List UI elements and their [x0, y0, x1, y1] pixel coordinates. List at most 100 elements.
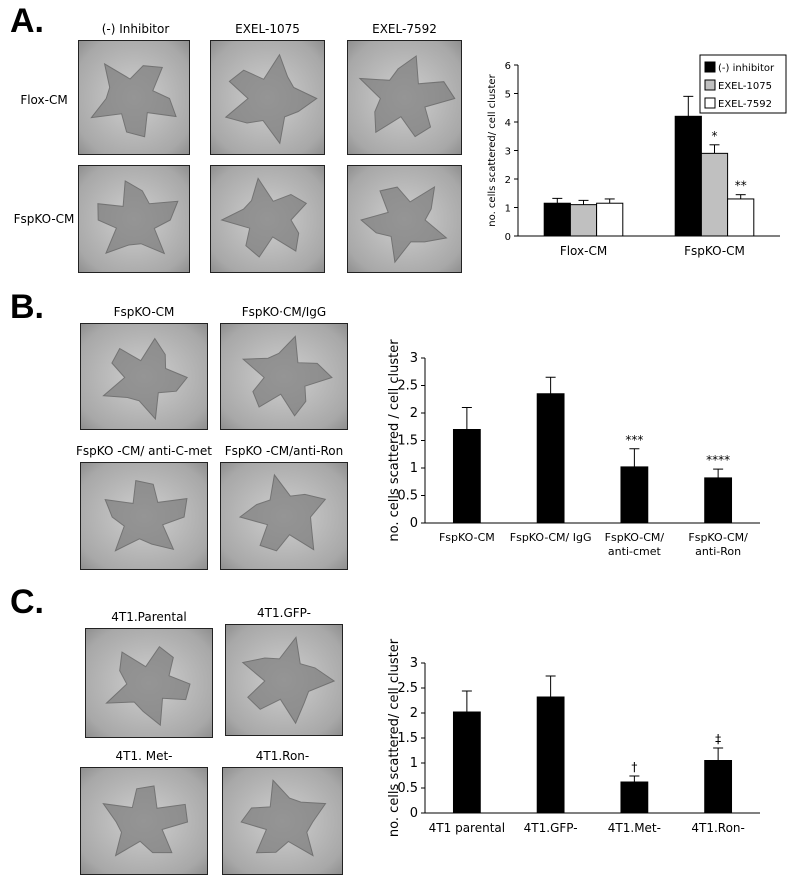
cell-cluster	[241, 636, 336, 725]
bar	[704, 760, 733, 814]
image-label: 4T1.GFP-	[257, 606, 311, 620]
column-label: EXEL-7592	[372, 22, 437, 36]
legend-label: EXEL-1075	[718, 81, 772, 92]
cell-cluster	[102, 785, 189, 857]
significance-marker: †	[631, 760, 637, 774]
legend-swatch	[704, 97, 716, 109]
y-tick-label: 0.5	[397, 489, 418, 504]
cell-cluster	[238, 473, 327, 552]
y-tick-label: 0	[410, 516, 418, 531]
x-tick-label: FspKO-CM/ anti-Ron	[688, 531, 748, 558]
y-tick-label: 0	[410, 806, 418, 821]
cell-cluster	[105, 645, 191, 727]
y-tick-label: 2.5	[397, 379, 418, 394]
image-label: 4T1. Met-	[115, 749, 173, 763]
row-label: Flox-CM	[20, 93, 68, 107]
y-tick-label: 2	[505, 175, 511, 186]
y-tick-label: 4	[505, 118, 511, 129]
y-tick-label: 3	[505, 147, 511, 158]
micrograph	[78, 40, 190, 155]
y-axis-label: no. cells scattered/ cell cluster	[487, 73, 498, 226]
x-tick-label: FspKO-CM	[438, 531, 495, 544]
y-tick-label: 2.5	[397, 681, 418, 696]
cell-cluster	[97, 180, 179, 255]
legend-swatch	[704, 79, 716, 91]
bar	[536, 393, 565, 524]
x-tick-label: 4T1 parental	[428, 821, 506, 835]
significance-marker: ‡	[715, 732, 721, 746]
panel-letter: A.	[10, 2, 44, 40]
cell-cluster	[241, 335, 333, 417]
bar	[704, 477, 733, 524]
column-label: (-) Inhibitor	[101, 22, 170, 36]
bar	[569, 204, 598, 237]
panel-letter: B.	[10, 288, 44, 326]
y-tick-label: 6	[505, 61, 511, 72]
cell-cluster	[358, 55, 456, 138]
image-label: 4T1.Ron-	[255, 749, 310, 763]
y-tick-label: 1	[505, 204, 511, 215]
significance-marker: ****	[706, 453, 730, 467]
significance-marker: *	[712, 129, 718, 143]
panel-letter: C.	[10, 583, 44, 621]
y-tick-label: 3	[410, 351, 418, 366]
bar	[596, 202, 624, 237]
micrograph	[347, 40, 462, 155]
bar	[674, 115, 702, 237]
micrograph	[210, 165, 325, 273]
micrograph	[80, 462, 208, 570]
bar	[700, 152, 729, 237]
micrograph	[80, 767, 208, 875]
x-tick-label: FspKO-CM/ IgG	[509, 531, 592, 544]
significance-marker: **	[735, 179, 747, 193]
y-tick-label: 0	[505, 232, 511, 243]
bar	[543, 202, 571, 237]
micrograph	[222, 767, 343, 875]
y-tick-label: 1	[410, 461, 418, 476]
x-tick-label: 4T1.Met-	[607, 821, 661, 835]
micrograph	[78, 165, 190, 273]
cell-cluster	[240, 779, 327, 857]
micrograph	[80, 323, 208, 430]
x-tick-label: Flox-CM	[559, 244, 608, 258]
micrograph	[225, 624, 343, 736]
image-label: 4T1.Parental	[111, 610, 187, 624]
bar	[620, 466, 649, 524]
legend-swatch	[704, 61, 716, 73]
micrograph	[347, 165, 462, 273]
legend-label: (-) inhibitor	[718, 63, 775, 74]
y-tick-label: 3	[410, 656, 418, 671]
y-tick-label: 1.5	[397, 434, 418, 449]
legend-label: EXEL-7592	[718, 99, 772, 110]
cell-cluster	[104, 479, 188, 552]
x-tick-label: FspKO-CM	[684, 244, 745, 258]
y-tick-label: 1.5	[397, 731, 418, 746]
micrograph	[220, 323, 348, 430]
y-axis-label: no. cells scattered/ cell cluster	[387, 638, 402, 837]
micrograph	[210, 40, 325, 155]
y-tick-label: 0.5	[397, 781, 418, 796]
y-tick-label: 1	[410, 756, 418, 771]
bar	[536, 696, 565, 814]
y-axis-label: no. cells scattered / cell cluster	[387, 339, 402, 542]
x-tick-label: 4T1.GFP-	[523, 821, 578, 835]
y-tick-label: 2	[410, 406, 418, 421]
image-label: FspKO·CM/IgG	[241, 305, 327, 319]
cell-cluster	[90, 62, 177, 138]
image-label: FspKO -CM/ anti-C-met	[76, 444, 212, 458]
x-tick-label: 4T1.Ron-	[691, 821, 745, 835]
x-tick-label: FspKO-CM/ anti-cmet	[604, 531, 665, 558]
micrograph	[85, 628, 213, 738]
image-label: FspKO -CM/anti-Ron	[224, 444, 344, 458]
cell-cluster	[220, 177, 308, 258]
bar	[452, 711, 481, 814]
bar	[452, 429, 481, 524]
bar	[620, 781, 649, 814]
row-label: FspKO-CM	[13, 212, 75, 226]
cell-cluster	[224, 53, 318, 145]
column-label: EXEL-1075	[235, 22, 300, 36]
significance-marker: ***	[625, 433, 643, 447]
micrograph	[220, 462, 348, 570]
